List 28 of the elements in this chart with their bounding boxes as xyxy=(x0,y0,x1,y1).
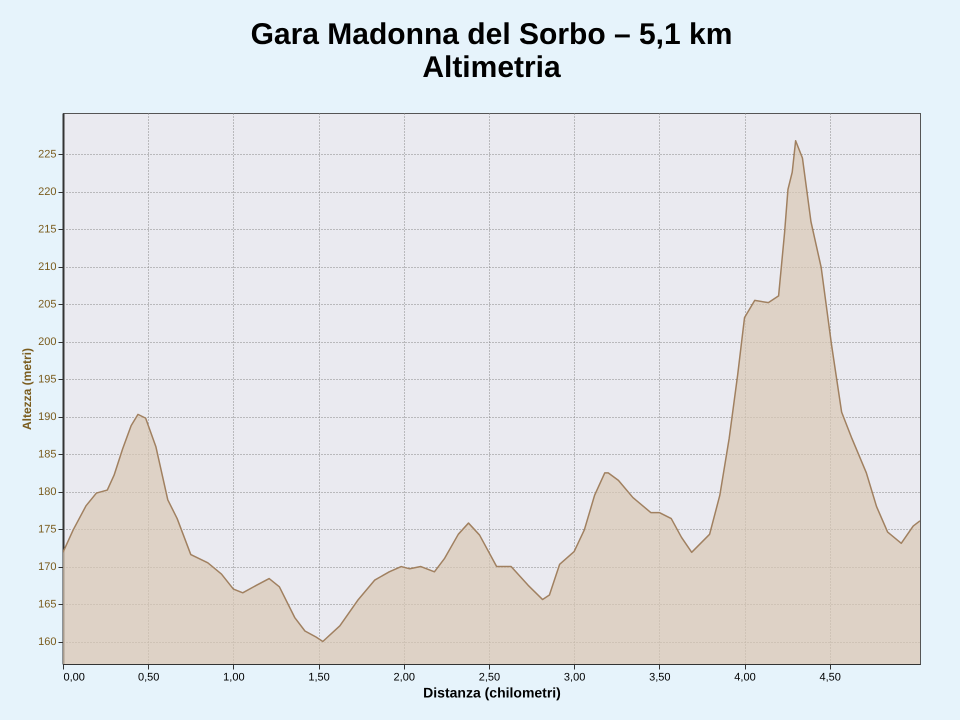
y-tick-label: 160 xyxy=(38,636,56,648)
x-tick-label: 2,50 xyxy=(478,672,500,684)
x-tick-label: 0,50 xyxy=(138,672,160,684)
y-tick-label: 210 xyxy=(38,261,56,274)
y-tick-label: 195 xyxy=(38,374,56,386)
y-tick-label: 205 xyxy=(38,298,56,311)
x-tick-label: 4,00 xyxy=(734,672,756,684)
x-tick-label: 1,50 xyxy=(308,672,330,684)
x-tick-label: 3,00 xyxy=(564,672,586,684)
y-tick-label: 200 xyxy=(38,336,56,348)
y-tick-label: 170 xyxy=(38,561,56,574)
chart-subtitle: Altimetria xyxy=(422,51,561,84)
y-axis-title: Altezza (metri) xyxy=(20,348,34,430)
x-tick-label: 3,50 xyxy=(649,672,671,684)
y-tick-label: 185 xyxy=(38,448,56,461)
x-axis-title: Distanza (chilometri) xyxy=(423,684,561,700)
chart-title: Gara Madonna del Sorbo – 5,1 km xyxy=(250,18,732,51)
x-tick-label: 0,00 xyxy=(64,672,85,684)
y-tick-label: 180 xyxy=(38,486,56,498)
y-tick-label: 225 xyxy=(38,148,56,161)
x-tick-label: 2,00 xyxy=(394,672,415,684)
y-tick-label: 175 xyxy=(38,524,56,536)
y-tick-label: 220 xyxy=(38,186,56,198)
y-tick-label: 190 xyxy=(38,411,56,424)
y-tick-label: 165 xyxy=(38,598,56,611)
x-tick-label: 4,50 xyxy=(819,672,841,684)
y-tick-label: 215 xyxy=(38,224,56,236)
x-tick-label: 1,00 xyxy=(223,672,245,684)
